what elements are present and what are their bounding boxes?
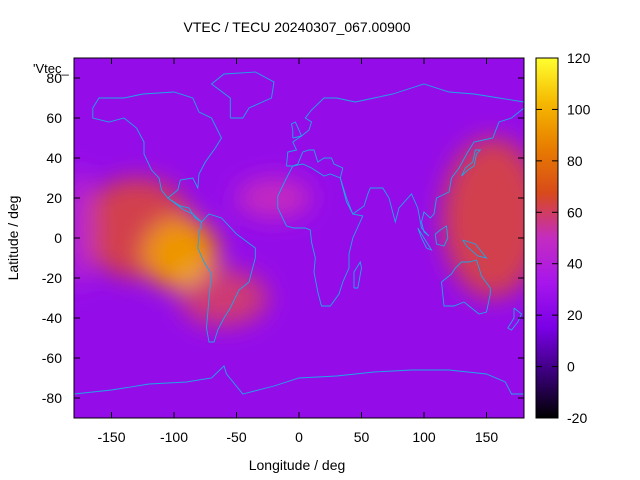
- colorbar-tick-label: 80: [567, 153, 583, 169]
- y-tick-label: 0: [54, 230, 62, 246]
- coastline-10: [434, 225, 449, 247]
- chart-title: VTEC / TECU 20240307_067.00900: [183, 19, 410, 35]
- coastline-9: [461, 149, 482, 177]
- vtec-feature-6: [74, 168, 93, 288]
- coastline-4: [277, 163, 364, 307]
- colorbar-tick-label: 20: [567, 307, 583, 323]
- coastline-3: [286, 83, 524, 237]
- y-tick-label: 40: [46, 150, 62, 166]
- y-tick-label: -60: [42, 350, 62, 366]
- colorbar: [535, 57, 559, 419]
- y-tick-label: -20: [42, 270, 62, 286]
- y-tick-label: 60: [46, 110, 62, 126]
- y-tick-label: 20: [46, 190, 62, 206]
- colorbar-tick-label: 60: [567, 204, 583, 220]
- colorbar-tick-label: 100: [567, 101, 591, 117]
- x-tick-label: -100: [160, 429, 188, 445]
- colorbar-tick-label: 120: [567, 50, 591, 66]
- vtec-feature-4: [236, 178, 312, 218]
- y-axis-ticks: -80 -60 -40 -20 0 20 40 60 80: [42, 70, 524, 406]
- x-tick-label: 0: [295, 429, 303, 445]
- coastline-1: [210, 71, 275, 119]
- coastline-11: [417, 227, 433, 251]
- x-tick-label: 50: [354, 429, 370, 445]
- plot-area: [74, 58, 524, 418]
- y-axis-label: Latitude / deg: [5, 196, 21, 281]
- y-tick-label: -40: [42, 310, 62, 326]
- x-tick-label: -150: [97, 429, 125, 445]
- y-tick-label: 80: [46, 70, 62, 86]
- x-axis-ticks: -150 -100 -50 0 50 100 150: [97, 58, 498, 445]
- coastline-13: [74, 365, 524, 395]
- x-tick-label: -50: [226, 429, 246, 445]
- coastlines: [74, 71, 524, 395]
- y-tick-label: -80: [42, 390, 62, 406]
- x-tick-label: 150: [475, 429, 499, 445]
- colorbar-ticks: -20 0 20 40 60 80 100 120: [536, 50, 591, 426]
- colorbar-tick-label: 40: [567, 256, 583, 272]
- x-tick-label: 100: [412, 429, 436, 445]
- vtec-feature-5: [442, 138, 524, 298]
- colorbar-tick-label: -20: [567, 410, 587, 426]
- coastline-6: [441, 259, 491, 315]
- coastline-7: [507, 307, 523, 331]
- coastline-12: [462, 239, 488, 259]
- coastline-5: [353, 260, 362, 289]
- x-axis-label: Longitude / deg: [249, 457, 346, 473]
- coastline-8: [290, 121, 303, 139]
- coastline-2: [197, 213, 256, 343]
- series-label: 'Vtec_: [33, 61, 69, 76]
- coastline-0: [92, 91, 223, 223]
- colorbar-tick-label: 0: [567, 359, 575, 375]
